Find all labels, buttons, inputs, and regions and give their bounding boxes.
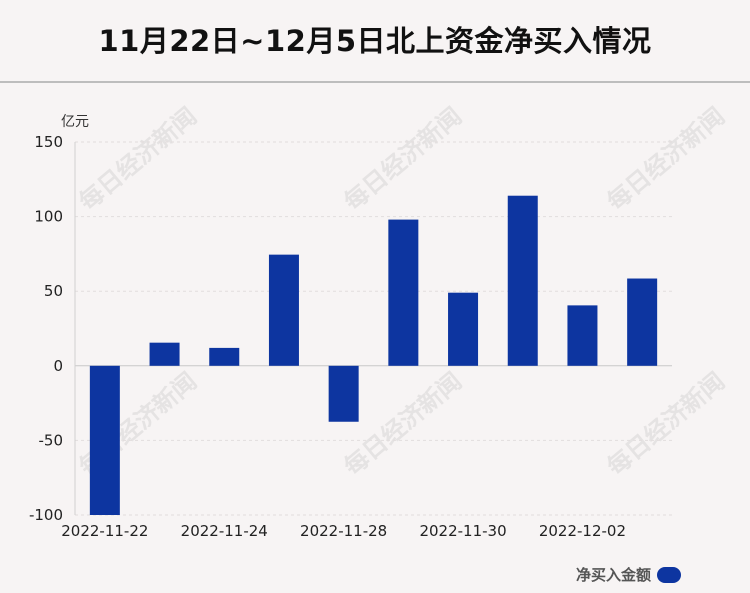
y-tick-label: 50	[44, 282, 63, 300]
bar-2022-12-05	[627, 278, 658, 366]
title-divider	[0, 81, 750, 83]
bar-2022-11-29	[388, 219, 419, 366]
y-tick-label: 0	[53, 357, 63, 375]
bar-2022-11-25	[268, 254, 299, 366]
bars	[89, 195, 658, 515]
x-tick-label: 2022-11-24	[181, 522, 268, 540]
y-unit-label: 亿元	[61, 114, 89, 130]
bar-2022-11-23	[149, 342, 180, 366]
chart-title: 11月22日~12月5日北上资金净买入情况	[98, 24, 652, 58]
x-axis-ticks: 2022-11-22 2022-11-24 2022-11-28 2022-11-30…	[61, 522, 626, 540]
legend: 净买入金额	[576, 564, 682, 585]
bar-2022-11-30	[448, 292, 479, 366]
bar-2022-11-24	[209, 347, 240, 366]
bar-2022-12-02	[567, 305, 598, 366]
legend-label: 净买入金额	[576, 566, 652, 584]
x-tick-label: 2022-11-22	[61, 522, 148, 540]
x-tick-label: 2022-11-28	[300, 522, 387, 540]
y-tick-label: 100	[34, 208, 63, 226]
y-axis-ticks: 150 100 50 0 -50 -100	[29, 133, 63, 524]
y-tick-label: 150	[34, 133, 63, 151]
x-tick-label: 2022-11-30	[419, 522, 506, 540]
legend-swatch	[657, 566, 682, 583]
x-tick-label: 2022-12-02	[539, 522, 626, 540]
bar-2022-12-01	[507, 195, 538, 366]
y-tick-label: -50	[39, 431, 64, 449]
y-tick-label: -100	[29, 506, 63, 524]
bar-2022-11-28	[328, 365, 359, 422]
bar-2022-11-22	[89, 365, 120, 515]
